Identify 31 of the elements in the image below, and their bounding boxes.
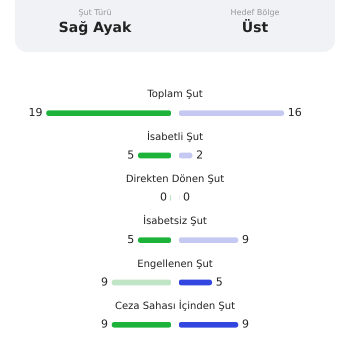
category-label: İsabetsiz Şut [143, 216, 207, 228]
bar [112, 280, 171, 286]
data-label: 9 [242, 233, 249, 246]
category-label: Ceza Sahası İçinden Şut [115, 300, 235, 312]
bar [46, 110, 171, 116]
data-label: 5 [216, 275, 223, 288]
bar [138, 237, 171, 243]
data-label: 2 [196, 148, 204, 162]
category-label: Toplam Şut [147, 89, 203, 100]
category-label: Direkten Dönen Şut [126, 174, 224, 185]
bar [112, 322, 171, 328]
data-label: 0 [160, 190, 167, 204]
data-label: 5 [127, 148, 134, 162]
bar [179, 237, 238, 243]
text: Hedef Bölge [230, 8, 280, 17]
data-label: 9 [101, 318, 108, 331]
text: Şut Türü [77, 8, 113, 17]
data-label: 9 [242, 318, 249, 331]
category-label: İsabetli Şut [146, 132, 204, 142]
data-label: 16 [288, 106, 302, 120]
bar [179, 280, 212, 286]
data-label: 5 [127, 233, 134, 246]
bar [179, 322, 238, 328]
text: Sağ Ayak [58, 20, 132, 36]
data-label: 19 [28, 106, 43, 120]
bar [138, 152, 171, 158]
data-label: 9 [101, 275, 108, 288]
category-label: Engellenen Şut [137, 258, 213, 270]
data-label: 0 [183, 190, 190, 204]
text: Üst [240, 20, 270, 36]
bar [179, 110, 284, 116]
